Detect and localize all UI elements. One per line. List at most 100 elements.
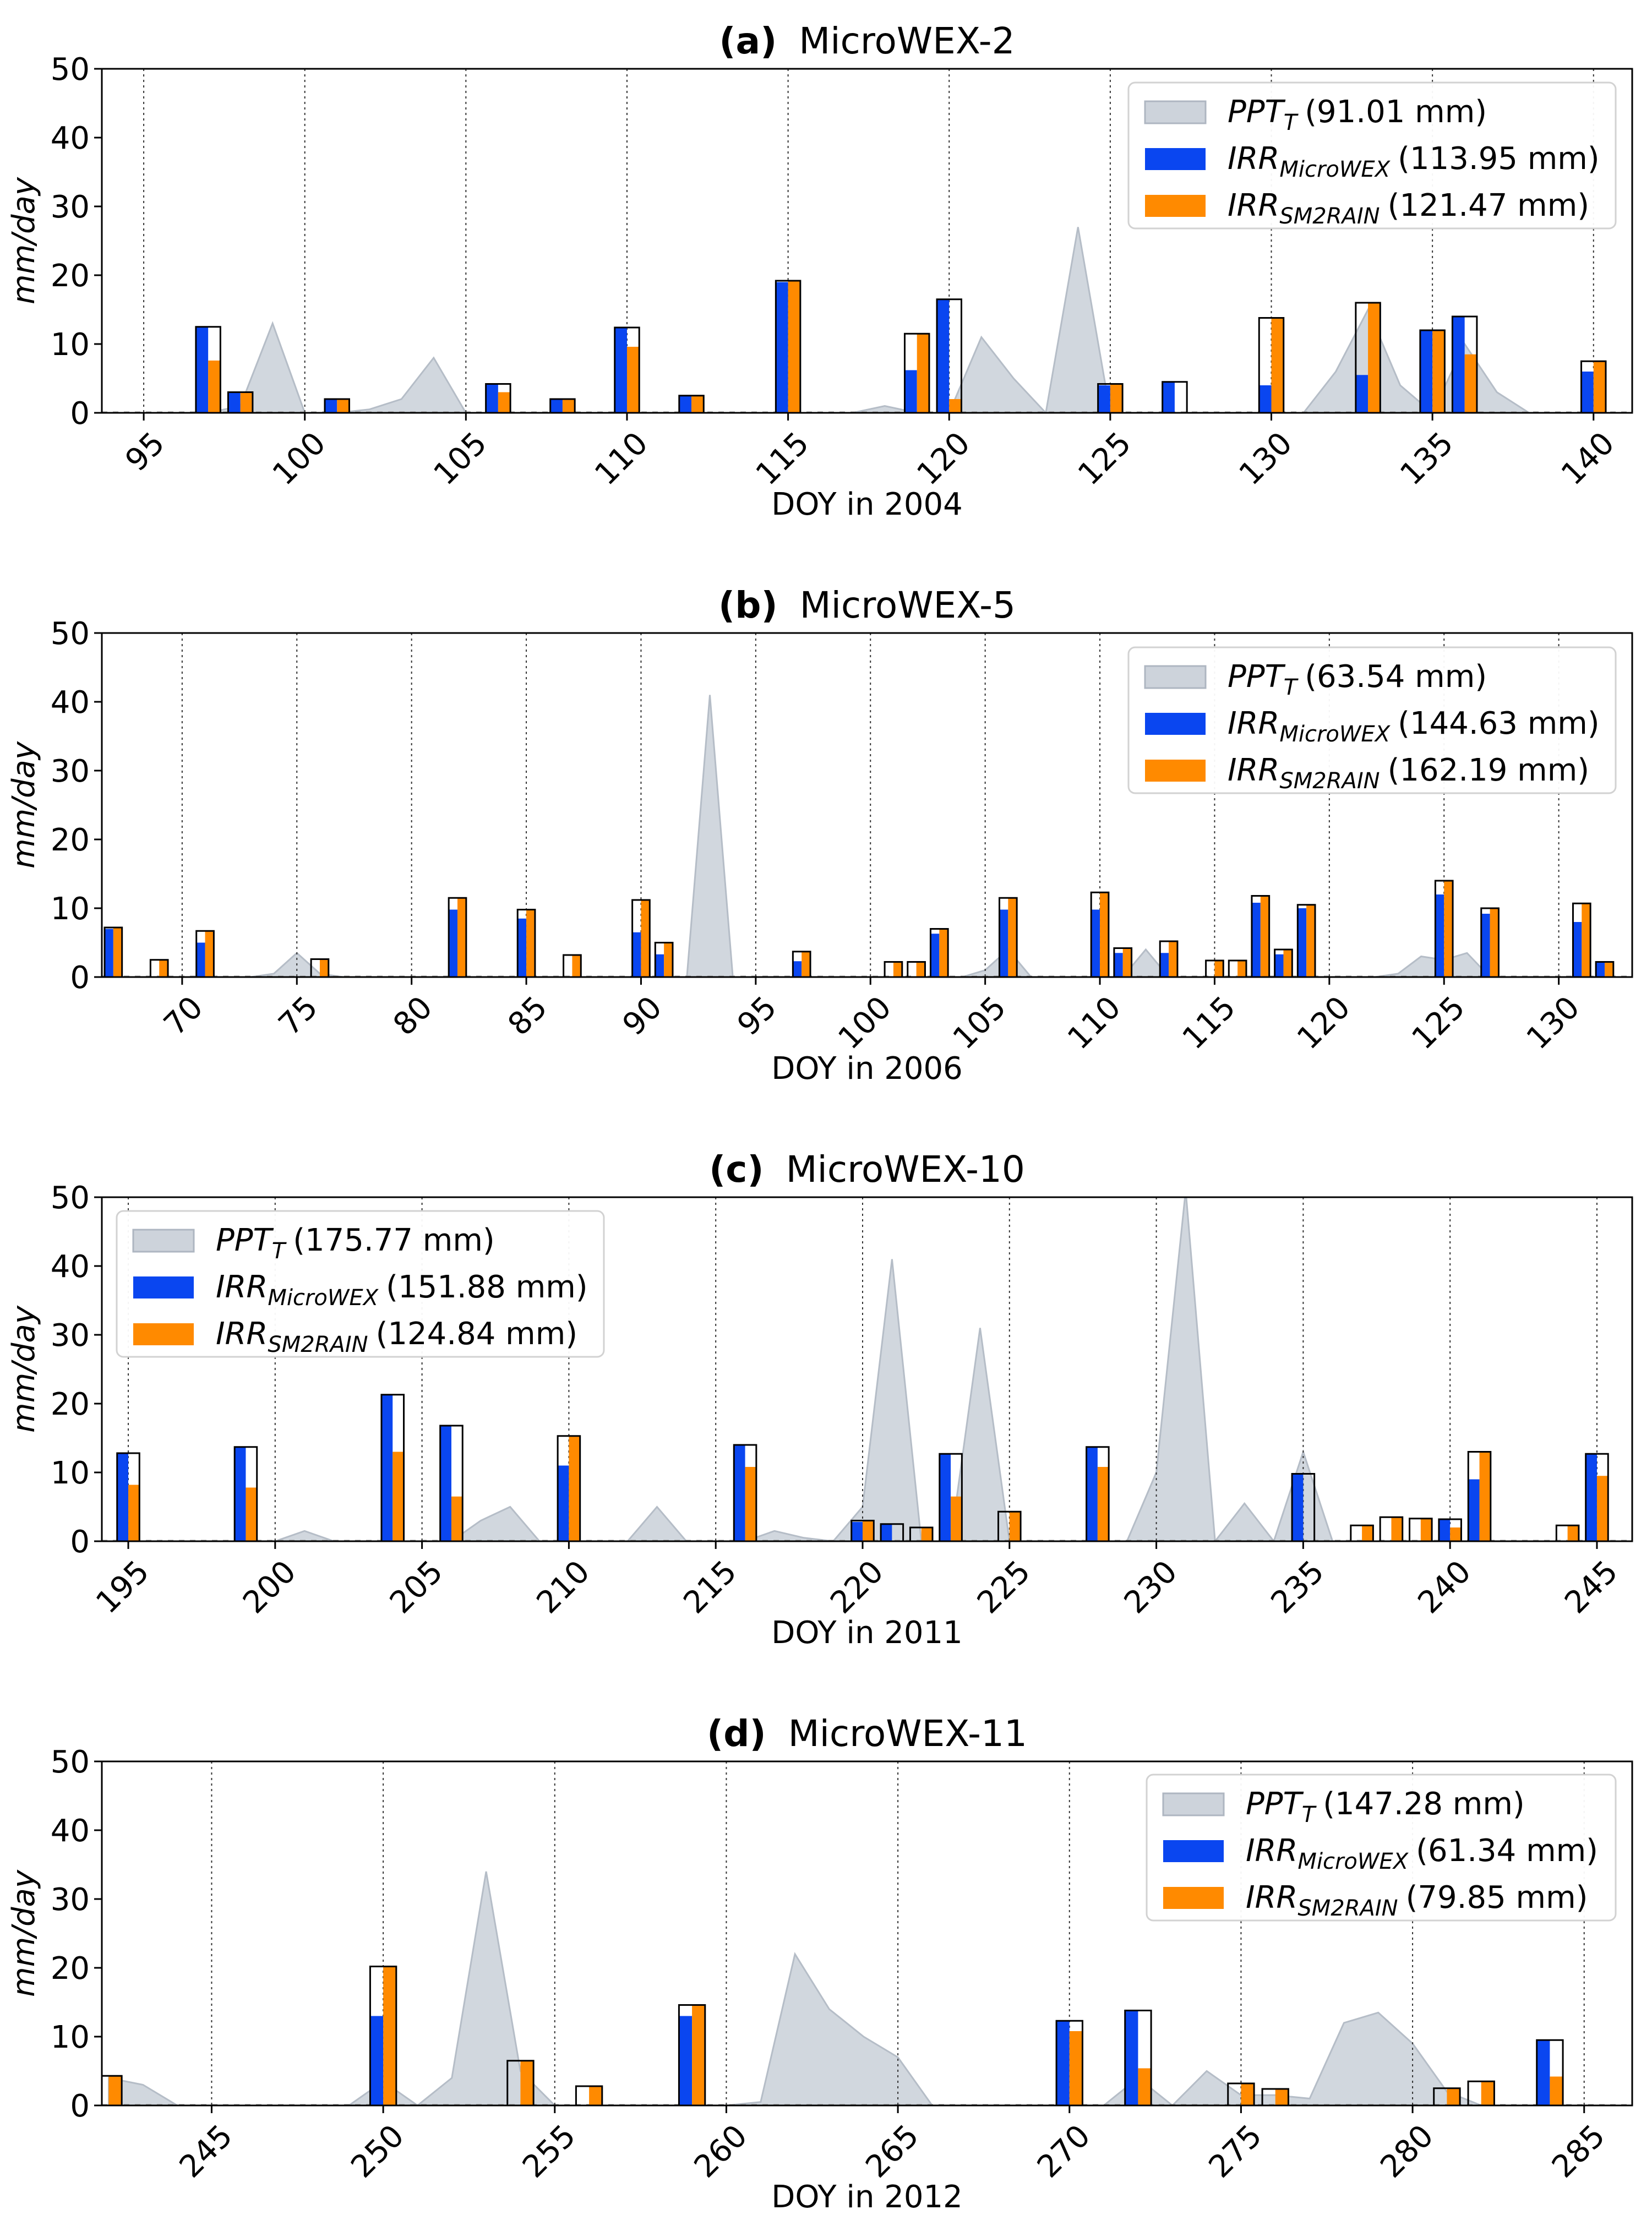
- legend-swatch-mw: [1145, 148, 1206, 170]
- legend-swatch-ppt: [132, 1229, 195, 1253]
- bar-outline: [310, 958, 330, 977]
- bar-irr-microwex: [486, 384, 498, 413]
- bar-irr-sm2rain: [626, 347, 640, 413]
- bar-irr-microwex: [937, 299, 950, 413]
- bar-irr-sm2rain: [1481, 2081, 1495, 2105]
- legend-base: IRR: [1228, 752, 1279, 788]
- x-tick-label: 105: [427, 425, 494, 493]
- bar-irr-microwex: [632, 932, 641, 977]
- x-tick-label: 80: [386, 990, 439, 1043]
- bar-irr-microwex: [1585, 1454, 1597, 1541]
- legend-swatch-sm: [1145, 195, 1206, 217]
- x-tick-label: 235: [1264, 1554, 1332, 1621]
- bar-irr-microwex: [930, 934, 940, 977]
- bar-irr-microwex: [655, 954, 664, 977]
- bar-outline: [506, 2060, 535, 2105]
- bar-irr-sm2rain: [392, 1452, 404, 1541]
- bar-outline: [1274, 948, 1293, 977]
- bar-irr-microwex: [1162, 381, 1175, 413]
- bar-outline: [939, 1453, 963, 1541]
- x-tick-label: 230: [1117, 1554, 1185, 1621]
- bar-irr-sm2rain: [1479, 1452, 1491, 1541]
- x-axis-label: DOY in 2011: [771, 1615, 963, 1651]
- legend-value: (162.19 mm): [1388, 752, 1590, 788]
- legend-base: PPT: [216, 1223, 274, 1258]
- legend-swatch-sm: [133, 1323, 194, 1345]
- legend-box: [1146, 1774, 1617, 1922]
- bar-outline: [678, 395, 705, 413]
- bar-outline: [1205, 959, 1224, 977]
- x-tick-label: 220: [824, 1554, 891, 1621]
- bar-outline: [631, 899, 651, 977]
- bar-outline: [1159, 940, 1179, 977]
- bar-irr-sm2rain: [917, 334, 929, 413]
- y-tick-label: 20: [51, 258, 90, 294]
- legend-value: (144.63 mm): [1398, 706, 1600, 741]
- legend-sub: MicroWEX: [1279, 722, 1391, 747]
- bar-outline: [575, 2085, 603, 2105]
- legend-sub: T: [1284, 675, 1299, 700]
- bar-outline: [485, 383, 511, 413]
- bar-irr-sm2rain: [802, 951, 811, 977]
- bar-irr-sm2rain: [1237, 961, 1246, 977]
- y-tick-label: 20: [51, 1387, 90, 1422]
- bar-outline: [1124, 2010, 1152, 2105]
- x-tick-label: 120: [910, 425, 977, 493]
- legend-box: [116, 1210, 605, 1358]
- bar-irr-microwex: [1355, 375, 1369, 413]
- ppt-area: [250, 695, 1491, 977]
- bar-irr-microwex: [904, 370, 917, 413]
- legend-entry-mw: IRRMicroWEX (113.95 mm): [1228, 141, 1600, 182]
- legend-swatch-ppt: [1144, 665, 1207, 689]
- plot-inner: [102, 633, 1632, 977]
- bar-outline: [1251, 895, 1271, 977]
- bar-irr-sm2rain: [1122, 948, 1132, 977]
- bar-irr-microwex: [1420, 330, 1433, 413]
- bar-irr-microwex: [679, 2016, 693, 2105]
- bar-outline: [102, 2075, 123, 2105]
- legend-value: (113.95 mm): [1398, 141, 1600, 177]
- bar-irr-sm2rain: [788, 281, 800, 413]
- bar-outline: [1291, 1473, 1316, 1541]
- bar-outline: [1467, 1451, 1492, 1541]
- y-tick-label: 0: [70, 2088, 90, 2124]
- bar-outline: [549, 398, 576, 413]
- y-tick-label: 50: [51, 1744, 90, 1780]
- legend-entry-mw: IRRMicroWEX (61.34 mm): [1246, 1833, 1598, 1874]
- bar-outline: [998, 897, 1018, 977]
- bar-outline: [448, 897, 467, 977]
- x-tick-label: 140: [1555, 425, 1622, 493]
- legend-base: IRR: [1228, 141, 1279, 177]
- bar-irr-microwex: [195, 326, 209, 413]
- bar-irr-microwex: [517, 918, 527, 977]
- x-tick-label: 90: [616, 990, 669, 1043]
- bar-irr-sm2rain: [1008, 898, 1017, 977]
- bar-outline: [1228, 959, 1247, 977]
- bar-outline: [733, 1444, 757, 1541]
- legend-sub: SM2RAIN: [268, 1332, 368, 1357]
- bar-irr-sm2rain: [862, 1520, 874, 1541]
- bar-irr-sm2rain: [745, 1467, 756, 1541]
- bar-outline: [1555, 1524, 1580, 1541]
- x-tick-label: 70: [157, 990, 210, 1043]
- bar-irr-microwex: [1468, 1479, 1480, 1541]
- bar-irr-sm2rain: [205, 931, 214, 977]
- legend-base: IRR: [216, 1269, 268, 1305]
- bar-irr-microwex: [1452, 317, 1465, 413]
- legend-swatch-sm: [1163, 1887, 1224, 1909]
- y-tick-label: 40: [51, 1249, 90, 1285]
- bar-irr-sm2rain: [240, 392, 253, 413]
- bar-outline: [1162, 381, 1188, 413]
- bar-outline: [1355, 302, 1381, 413]
- bar-irr-sm2rain: [113, 927, 122, 977]
- y-axis-label: mm/day: [6, 1305, 42, 1433]
- legend-value: (63.54 mm): [1305, 659, 1487, 695]
- x-tick-label: 110: [588, 425, 655, 493]
- bar-outline: [1480, 907, 1500, 977]
- bar-irr-sm2rain: [208, 361, 221, 413]
- legend-swatch-mw: [1163, 1840, 1224, 1862]
- y-tick-label: 30: [51, 1882, 90, 1918]
- bar-outline: [563, 954, 582, 977]
- bar-irr-microwex: [851, 1522, 863, 1541]
- bar-irr-sm2rain: [1100, 892, 1109, 977]
